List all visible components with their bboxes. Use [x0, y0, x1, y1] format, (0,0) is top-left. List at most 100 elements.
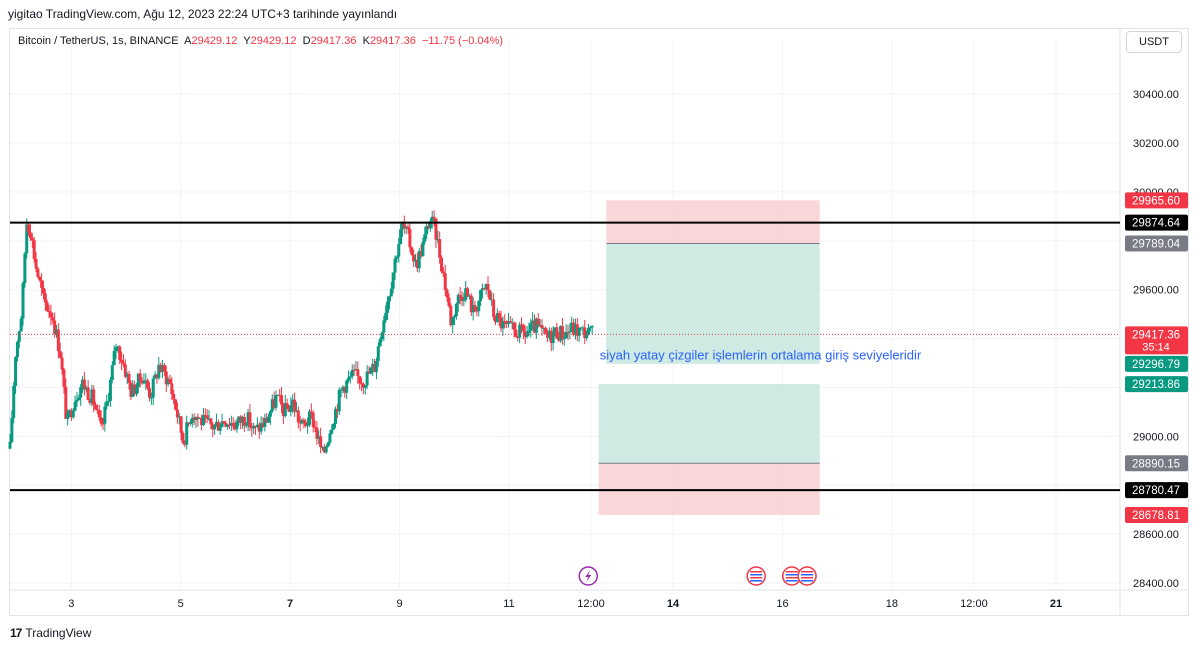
candle-body	[527, 330, 531, 333]
candle-body	[12, 386, 16, 419]
candle-body	[211, 424, 215, 430]
candle-body	[45, 302, 49, 311]
candle-body	[183, 442, 187, 445]
candle-body	[185, 422, 189, 445]
candle-body	[573, 324, 577, 335]
candle-body	[287, 408, 291, 412]
candle-body	[267, 416, 271, 423]
candle-body	[220, 421, 224, 428]
price-label: 29213.86	[1132, 379, 1180, 391]
candle-body	[324, 446, 328, 453]
candle-body	[229, 422, 233, 426]
candle-body	[386, 301, 390, 313]
candle-body	[283, 403, 287, 417]
candle-body	[456, 294, 460, 304]
candle-body	[170, 383, 174, 395]
x-tick-label: 5	[178, 598, 184, 610]
footer-brand-name: TradingView	[25, 626, 92, 640]
candle-body	[144, 380, 148, 382]
candle-body	[339, 389, 343, 391]
candle-body	[540, 325, 544, 329]
candle-body	[242, 416, 246, 426]
candle-body	[553, 327, 557, 333]
candle-body	[551, 332, 555, 343]
candle-body	[237, 416, 241, 423]
candle-body	[583, 327, 587, 339]
candle-body	[492, 299, 496, 318]
candle-body	[564, 332, 568, 339]
candle-body	[293, 399, 297, 412]
candle-body	[432, 216, 436, 219]
candle-body	[391, 272, 395, 289]
candle-body	[177, 416, 181, 418]
candle-body	[562, 338, 566, 340]
price-label: 28890.15	[1132, 458, 1180, 470]
candle-body	[466, 288, 470, 297]
candle-body	[315, 427, 319, 439]
candle-body	[335, 408, 339, 412]
candle-body	[125, 373, 129, 377]
y-tick-label: 28600.00	[1133, 529, 1179, 541]
candle-body	[118, 346, 122, 360]
candle-body	[402, 223, 406, 229]
candle-body	[538, 325, 542, 327]
candle-body	[516, 337, 520, 339]
candle-body	[239, 416, 243, 423]
high-label: Y	[243, 35, 251, 47]
candle-body	[302, 419, 306, 422]
candle-body	[90, 389, 94, 404]
candle-body	[326, 442, 330, 447]
candle-body	[581, 327, 585, 329]
candle-body	[495, 313, 499, 322]
candle-body	[112, 351, 116, 366]
x-tick-label: 9	[396, 598, 402, 610]
candle-body	[99, 417, 103, 424]
candle-body	[451, 317, 455, 326]
candle-body	[319, 436, 323, 447]
level-price-label-bg	[1125, 214, 1188, 231]
candle-body	[268, 411, 272, 417]
candle-body	[81, 379, 85, 388]
candle-body	[434, 218, 438, 240]
candle-body	[298, 422, 302, 424]
candle-body	[41, 287, 45, 294]
candle-body	[365, 371, 369, 386]
level-price-label-bg	[1125, 482, 1188, 499]
candle-body	[306, 424, 310, 427]
candle-body	[201, 415, 205, 426]
candle-body	[10, 418, 14, 442]
currency-button[interactable]: USDT	[1126, 31, 1182, 53]
candle-body	[570, 322, 574, 332]
candle-body	[406, 226, 410, 229]
candle-body	[110, 365, 114, 380]
candle-body	[209, 418, 213, 425]
candle-body	[503, 321, 507, 323]
candle-body	[28, 232, 32, 238]
candle-body	[58, 351, 62, 358]
candle-body	[307, 411, 311, 425]
candle-body	[75, 400, 79, 402]
candle-body	[566, 332, 570, 334]
candle-body	[69, 410, 73, 418]
candle-body	[389, 288, 393, 297]
candle-body	[94, 404, 98, 410]
us-flag-icon	[750, 580, 763, 582]
candle-body	[320, 446, 324, 448]
level-price-label: 28780.47	[1132, 485, 1180, 497]
candle-body	[400, 223, 404, 230]
candle-body	[427, 226, 431, 229]
candle-body	[88, 399, 92, 404]
candle-body	[95, 409, 99, 411]
candle-body	[557, 338, 561, 341]
candle-body	[449, 306, 453, 326]
candle-body	[231, 422, 235, 427]
us-flag-icon	[801, 571, 814, 573]
candle-body	[21, 283, 25, 319]
short-position-target-zone	[606, 243, 820, 364]
candle-body	[168, 379, 172, 384]
candle-body	[62, 369, 66, 387]
candle-body	[289, 405, 293, 412]
candle-body	[493, 317, 497, 322]
candle-body	[294, 410, 298, 412]
